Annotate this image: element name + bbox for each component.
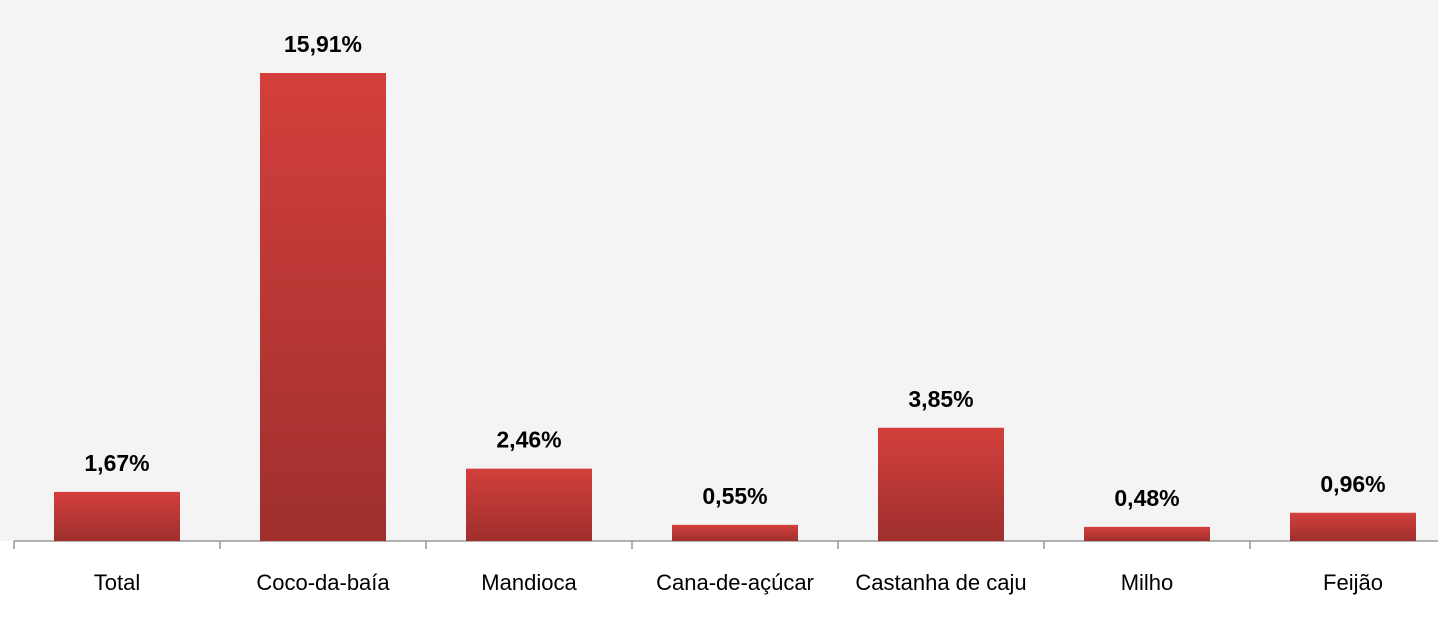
x-tick-label: Milho — [1120, 570, 1174, 595]
bar-shade — [1290, 512, 1416, 541]
x-tick-label-box: Feijão — [1323, 570, 1383, 595]
plot-background — [0, 0, 1438, 541]
bar-shade — [260, 73, 386, 541]
x-tick-label: Mandioca — [481, 570, 577, 595]
data-label: 2,46% — [496, 427, 561, 453]
x-tick-label: Cana-de-açúcar — [656, 570, 814, 595]
data-label: 15,91% — [284, 31, 362, 57]
x-tick-label-box: Cana-de-açúcar — [656, 570, 814, 595]
data-label: 3,85% — [908, 386, 973, 412]
x-tick-label-box: Mandioca — [481, 570, 577, 595]
bar-shade — [878, 427, 1004, 541]
x-tick-label-box: Total — [93, 570, 141, 595]
x-tick-label: Coco-da-baía — [256, 570, 390, 595]
bar-shade — [672, 524, 798, 541]
data-label: 0,96% — [1320, 471, 1385, 497]
data-label: 0,48% — [1114, 485, 1179, 511]
x-tick-label-box: Milho — [1120, 570, 1174, 595]
x-tick-label-box: Coco-da-baía — [256, 570, 390, 595]
data-label: 1,67% — [84, 450, 149, 476]
bar-shade — [466, 468, 592, 541]
bar-shade — [54, 491, 180, 541]
x-tick-label: Total — [93, 570, 141, 595]
x-tick-label-box: Castanha de caju — [855, 570, 1027, 595]
x-tick-label: Feijão — [1323, 570, 1383, 595]
x-tick-label: Castanha de caju — [855, 570, 1027, 595]
bar-shade — [1084, 526, 1210, 541]
data-label: 0,55% — [702, 483, 767, 509]
